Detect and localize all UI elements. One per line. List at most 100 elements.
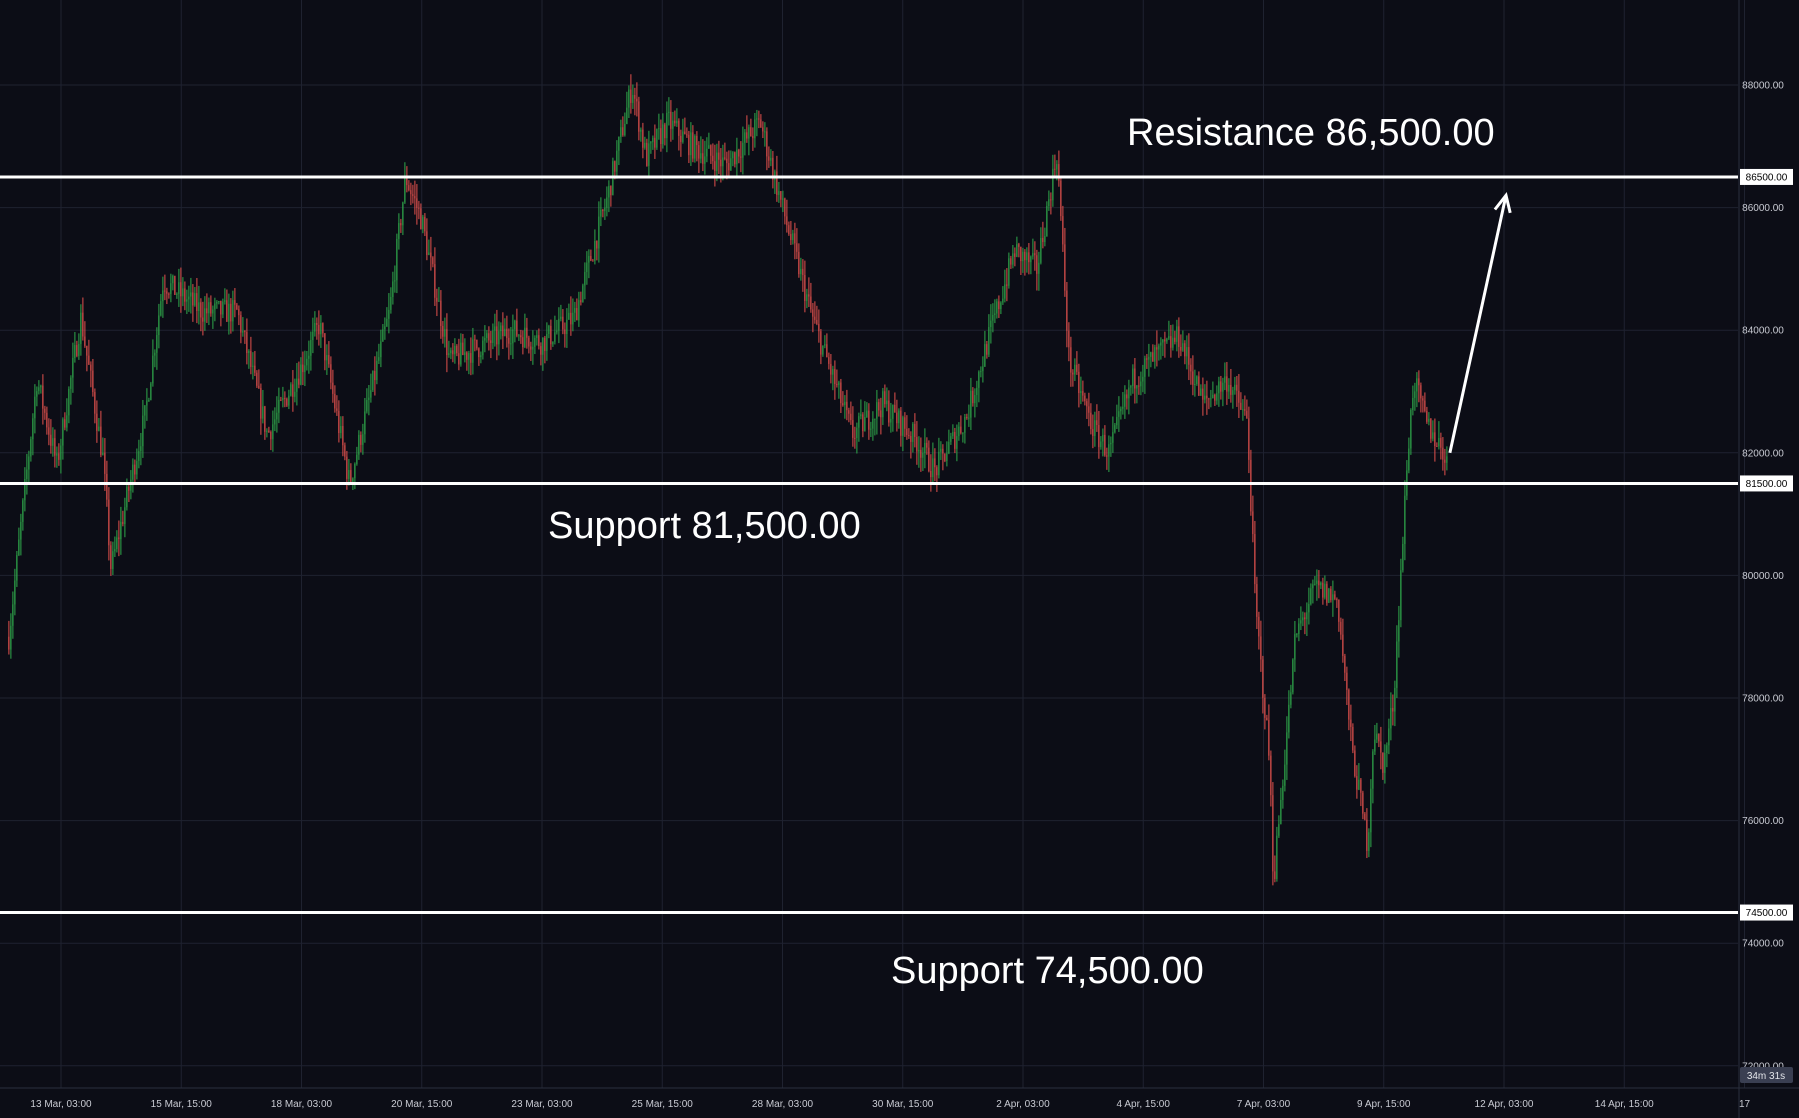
- candle-body: [968, 417, 970, 419]
- candle-body: [1166, 338, 1168, 342]
- candle-body: [132, 464, 134, 480]
- price-axis[interactable]: 88000.00 86000.00 84000.00 82000.00 80000.00…: [1740, 81, 1793, 1073]
- candle-body: [20, 521, 22, 540]
- candle-body: [1192, 371, 1194, 385]
- candle-body: [738, 149, 740, 157]
- level-annotation[interactable]: Support 74,500.00: [891, 950, 1204, 992]
- candle-body: [1268, 720, 1270, 756]
- candle-body: [1360, 779, 1362, 793]
- candle-body: [584, 272, 586, 286]
- level-annotation[interactable]: Support 81,500.00: [548, 505, 861, 547]
- candle-body: [758, 118, 760, 120]
- candle-body: [496, 326, 498, 345]
- candle-body: [78, 343, 80, 356]
- candle-body: [248, 350, 250, 354]
- arrow-head[interactable]: [1493, 191, 1512, 214]
- candle-body: [770, 157, 772, 161]
- candle-body: [500, 325, 502, 332]
- candle-body: [1330, 588, 1332, 601]
- candle-body: [1426, 410, 1428, 422]
- candle-body: [1264, 697, 1266, 718]
- candle-body: [1294, 634, 1296, 660]
- candle-body: [1198, 376, 1200, 396]
- time-axis[interactable]: 13 Mar, 03:00 15 Mar, 15:00 18 Mar, 03:00 2…: [30, 1099, 1750, 1110]
- candle-body: [182, 288, 184, 297]
- candle-body: [1370, 788, 1372, 833]
- candle-body: [1342, 634, 1344, 656]
- candle-body: [618, 137, 620, 151]
- candle-body: [922, 452, 924, 458]
- candle-body: [1312, 584, 1314, 589]
- level-annotation[interactable]: Resistance 86,500.00: [1127, 112, 1495, 154]
- candle-body: [1362, 792, 1364, 814]
- candle-body: [208, 302, 210, 314]
- candle-body: [1108, 444, 1110, 457]
- level-axis-tag[interactable]: [1740, 475, 1793, 492]
- price-tick-label: 86000.00: [1742, 203, 1784, 214]
- candle-body: [190, 292, 192, 297]
- candle-body: [256, 372, 258, 386]
- candle-body: [232, 300, 234, 322]
- candle-body: [820, 331, 822, 355]
- candle-body: [1420, 385, 1422, 399]
- candle-body: [160, 301, 162, 316]
- candle-body: [378, 357, 380, 361]
- level-annotations[interactable]: Resistance 86,500.00 Support 81,500.00 Sup…: [548, 112, 1495, 992]
- candle-body: [992, 314, 994, 321]
- candle-body: [192, 292, 194, 306]
- candle-body: [1334, 594, 1336, 599]
- candle-body: [538, 335, 540, 347]
- candle-body: [388, 309, 390, 319]
- candle-body: [156, 335, 158, 353]
- candle-body: [750, 127, 752, 137]
- candle-body: [22, 500, 24, 522]
- level-axis-tag[interactable]: [1740, 904, 1793, 921]
- candle-body: [330, 364, 332, 383]
- candle-body: [704, 156, 706, 164]
- candle-body: [874, 418, 876, 420]
- candle-body: [1218, 381, 1220, 394]
- candle-body: [178, 282, 180, 294]
- candle-body: [28, 456, 30, 470]
- candle-body: [892, 404, 894, 419]
- candle-body: [350, 470, 352, 482]
- candle-body: [1422, 398, 1424, 401]
- candle-body: [1036, 255, 1038, 274]
- candle-body: [792, 233, 794, 241]
- candle-body: [596, 241, 598, 249]
- candle-body: [1358, 779, 1360, 790]
- candle-body: [984, 344, 986, 367]
- candle-body: [954, 431, 956, 449]
- candle-body: [198, 302, 200, 311]
- candle-body: [604, 207, 606, 212]
- candle-body: [648, 143, 650, 166]
- candle-body: [1438, 438, 1440, 447]
- candle-body: [962, 432, 964, 434]
- price-levels[interactable]: [0, 175, 1738, 915]
- projection-arrow[interactable]: [1448, 191, 1512, 454]
- candle-body: [1020, 246, 1022, 262]
- candle-body: [1292, 659, 1294, 693]
- candle-body: [1112, 432, 1114, 443]
- candle-body: [38, 387, 40, 392]
- candle-body: [548, 325, 550, 335]
- candle-body: [542, 337, 544, 355]
- candle-body: [1188, 347, 1190, 365]
- candle-body: [130, 479, 132, 491]
- level-axis-tag[interactable]: [1740, 168, 1793, 185]
- candle-body: [140, 446, 142, 452]
- candle-body: [976, 387, 978, 396]
- candle-body: [578, 300, 580, 321]
- arrow-shaft[interactable]: [1448, 195, 1508, 454]
- candle-body: [828, 357, 830, 364]
- candle-body: [1054, 168, 1056, 170]
- candle-body: [1316, 580, 1318, 584]
- candle-body: [1238, 390, 1240, 403]
- candle-body: [710, 145, 712, 156]
- candle-body: [372, 370, 374, 391]
- candle-body: [1144, 358, 1146, 377]
- candle-body: [572, 312, 574, 325]
- candle-body: [1150, 352, 1152, 357]
